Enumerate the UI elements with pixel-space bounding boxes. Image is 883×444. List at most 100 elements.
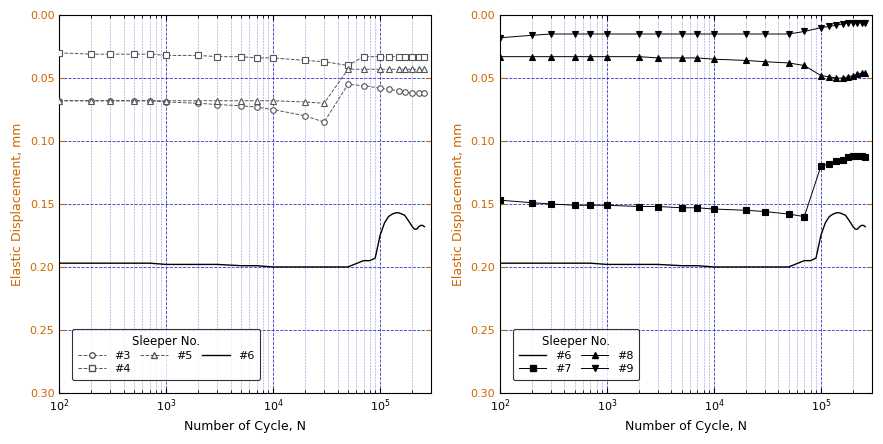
#8 <box>653 55 663 60</box>
#6 <box>413 224 424 229</box>
Line: #5: #5 <box>57 67 427 106</box>
Line: #8: #8 <box>497 54 868 81</box>
#6 <box>860 224 871 229</box>
#3 <box>383 87 394 92</box>
#6 <box>824 214 834 219</box>
#6 <box>409 226 419 232</box>
#6 <box>319 264 329 270</box>
#6 <box>394 210 404 215</box>
#6 <box>858 223 869 228</box>
#8 <box>837 75 848 81</box>
Line: #9: #9 <box>497 20 868 40</box>
#5 <box>193 98 204 103</box>
#6 <box>816 233 826 238</box>
#4 <box>144 52 155 57</box>
#8 <box>585 54 596 59</box>
#6 <box>161 262 171 267</box>
#4 <box>212 54 223 59</box>
#7 <box>816 163 826 169</box>
#4 <box>358 54 369 59</box>
#9 <box>585 32 596 37</box>
#5 <box>413 67 424 72</box>
#6 <box>193 262 204 267</box>
#3 <box>319 119 329 125</box>
#4 <box>161 53 171 58</box>
#9 <box>860 20 871 25</box>
#6 <box>105 261 116 266</box>
#5 <box>105 98 116 103</box>
#6 <box>834 210 845 215</box>
#5 <box>87 98 97 103</box>
#6 <box>407 224 418 229</box>
#8 <box>759 59 770 64</box>
#6 <box>759 264 770 270</box>
#3 <box>212 102 223 107</box>
#3 <box>300 113 311 119</box>
#8 <box>852 71 863 77</box>
#3 <box>144 98 155 103</box>
#6 <box>390 210 401 215</box>
#4 <box>193 53 204 58</box>
#6 <box>741 264 751 270</box>
#6 <box>212 262 223 267</box>
#9 <box>741 32 751 37</box>
Line: #7: #7 <box>497 153 868 219</box>
#9 <box>799 29 810 34</box>
#7 <box>634 204 645 209</box>
#6 <box>236 263 246 268</box>
#4 <box>252 55 262 60</box>
#7 <box>860 155 871 160</box>
Y-axis label: Elastic Displacement, mm: Elastic Displacement, mm <box>11 122 24 285</box>
#6 <box>300 264 311 270</box>
#7 <box>759 209 770 214</box>
#6 <box>404 220 415 226</box>
#8 <box>831 75 841 81</box>
#7 <box>783 211 794 217</box>
#9 <box>848 20 858 25</box>
#7 <box>824 161 834 166</box>
#6 <box>585 261 596 266</box>
#9 <box>816 25 826 30</box>
#7 <box>527 200 538 206</box>
#5 <box>300 99 311 105</box>
#8 <box>709 56 720 62</box>
#3 <box>236 103 246 108</box>
#6 <box>54 261 64 266</box>
#6 <box>365 258 375 263</box>
#7 <box>843 155 854 160</box>
#6 <box>387 211 397 217</box>
#6 <box>831 210 841 215</box>
Line: #6: #6 <box>500 213 865 267</box>
#9 <box>831 23 841 28</box>
#3 <box>374 86 385 91</box>
#3 <box>407 91 418 96</box>
#6 <box>144 261 155 266</box>
#6 <box>129 261 140 266</box>
#9 <box>601 32 612 37</box>
#7 <box>741 208 751 213</box>
#5 <box>383 67 394 72</box>
#6 <box>379 220 389 226</box>
#4 <box>407 54 418 59</box>
#7 <box>570 202 580 208</box>
#8 <box>527 54 538 59</box>
#6 <box>852 226 863 232</box>
Y-axis label: Elastic Displacement, mm: Elastic Displacement, mm <box>452 122 465 285</box>
#3 <box>252 104 262 110</box>
#6 <box>845 220 856 226</box>
#3 <box>413 91 424 96</box>
#4 <box>87 52 97 57</box>
#7 <box>831 159 841 164</box>
#8 <box>824 74 834 79</box>
#3 <box>358 83 369 88</box>
#5 <box>236 98 246 103</box>
#3 <box>268 107 278 112</box>
#6 <box>374 233 385 238</box>
#6 <box>843 216 854 222</box>
#7 <box>585 202 596 208</box>
#4 <box>374 54 385 59</box>
#6 <box>418 223 428 228</box>
#7 <box>852 154 863 159</box>
#8 <box>676 55 687 60</box>
#5 <box>319 101 329 106</box>
